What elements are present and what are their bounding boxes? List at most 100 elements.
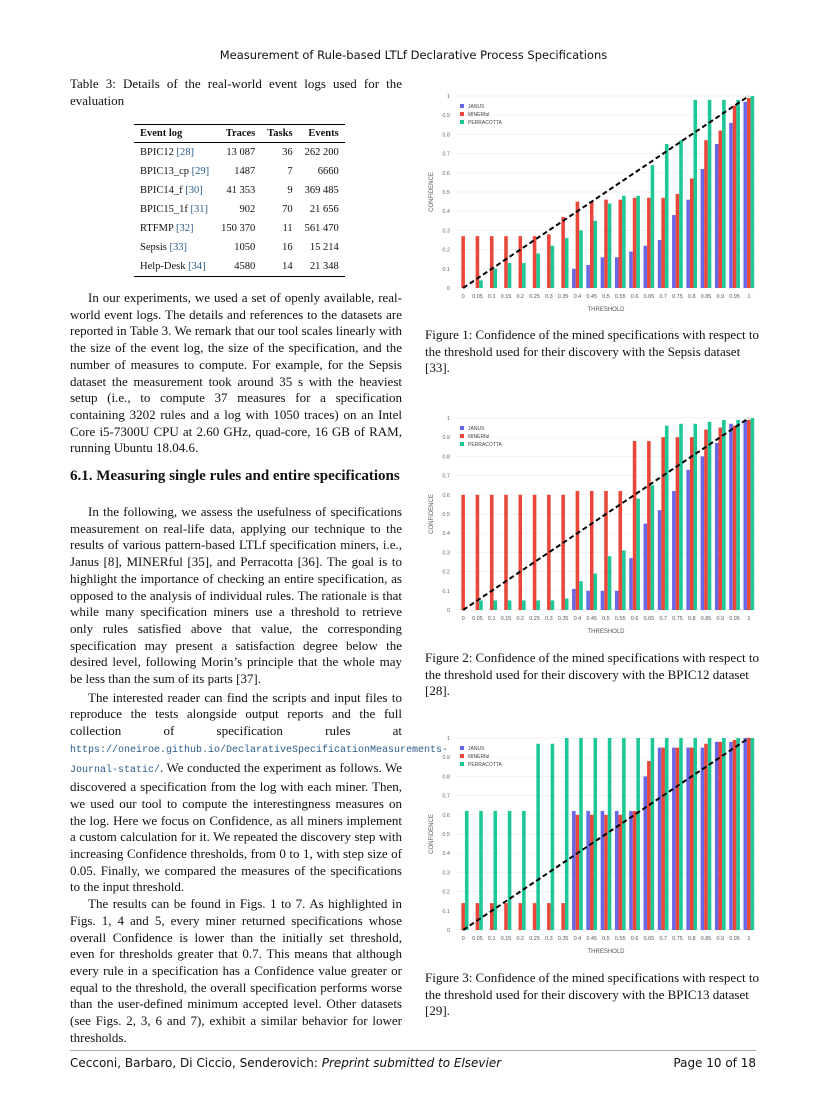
bar-perracotta — [593, 573, 598, 610]
y-tick-label: 0.2 — [442, 248, 450, 254]
table-cell: 13 087 — [226, 147, 256, 158]
bar-minerful — [575, 814, 580, 930]
bar-perracotta — [507, 810, 512, 930]
bar-perracotta — [579, 581, 583, 610]
x-tick-label: 0.45 — [586, 616, 597, 622]
y-tick-label: 1 — [447, 416, 450, 422]
bar-perracotta — [536, 743, 540, 930]
bar-perracotta — [679, 423, 683, 610]
section-heading: 6.1. Measuring single rules and entire s… — [70, 468, 400, 484]
x-tick-label: 0.95 — [729, 616, 740, 622]
table-header-cell: Tasks — [261, 124, 299, 143]
chart-svg: 0 0.1 0.2 0.3 0.4 0.5 0.6 0.7 0.8 0.9 1 0 0.05 0.1 0.1… — [429, 416, 756, 635]
y-tick-label: 0.7 — [442, 474, 450, 480]
bar-minerful — [561, 903, 565, 930]
paragraph-experiment-setup: The interested reader can find the scrip… — [70, 690, 448, 896]
bar-janus — [614, 590, 619, 610]
y-tick-label: 0.2 — [442, 570, 450, 576]
repository-link[interactable]: https://oneiroe.github.io/DeclarativeSpe… — [70, 744, 449, 776]
bar-perracotta — [622, 550, 626, 610]
bar-janus — [729, 741, 733, 930]
bar-janus — [743, 419, 748, 610]
bar-janus — [629, 810, 633, 930]
figure-3-chart: 0 0.1 0.2 0.3 0.4 0.5 0.6 0.7 0.8 0.9 1 0 0.05 0.1 0.1… — [424, 730, 760, 962]
bar-minerful — [732, 425, 737, 610]
bar-perracotta — [679, 738, 683, 930]
x-tick-label: 0.9 — [716, 936, 724, 942]
bar-janus — [686, 747, 690, 930]
x-tick-label: 1 — [747, 294, 750, 300]
bar-perracotta — [550, 600, 555, 610]
paragraph-experiments: In our experiments, we used a set of ope… — [70, 290, 402, 456]
bar-janus — [586, 590, 590, 610]
bar-minerful — [589, 201, 594, 288]
bar-minerful — [632, 441, 637, 610]
x-tick-label: 0.45 — [586, 294, 597, 300]
bar-minerful — [475, 903, 480, 930]
bar-minerful — [618, 490, 623, 610]
bar-perracotta — [664, 425, 669, 610]
bar-janus — [743, 738, 748, 930]
table-cell: 6660 — [317, 166, 339, 177]
bar-perracotta — [736, 738, 740, 930]
bar-janus — [714, 741, 719, 930]
figure-1-chart: 0 0.1 0.2 0.3 0.4 0.5 0.6 0.7 0.8 0.9 1 0 0.05 0.1 0.1… — [424, 88, 760, 320]
x-tick-label: 1 — [747, 936, 750, 942]
x-tick-label: 0.8 — [688, 294, 696, 300]
table-cell: 21 656 — [309, 204, 339, 215]
footer-authors: Cecconi, Barbaro, Di Ciccio, Senderovich… — [70, 1056, 318, 1070]
y-tick-label: 0.4 — [442, 209, 450, 215]
bar-janus — [686, 469, 690, 610]
bar-perracotta — [750, 738, 755, 930]
table-row: BPIC15_1f [31] 902 70 21 656 — [134, 200, 345, 219]
chart-svg: 0 0.1 0.2 0.3 0.4 0.5 0.6 0.7 0.8 0.9 1 0 0.05 0.1 0.1… — [429, 94, 756, 313]
bar-perracotta — [536, 600, 540, 610]
x-tick-label: 0.6 — [631, 936, 639, 942]
bar-minerful — [632, 197, 637, 288]
x-tick-label: 0.4 — [574, 936, 582, 942]
bar-perracotta — [507, 600, 512, 610]
x-tick-label: 0.8 — [688, 936, 696, 942]
threshold-reference-line — [462, 417, 750, 611]
bar-minerful — [575, 201, 580, 288]
table-row: BPIC14_f [30] 41 353 9 369 485 — [134, 181, 345, 200]
bar-perracotta — [693, 99, 698, 288]
y-tick-label: 0.8 — [442, 454, 450, 460]
bar-janus — [643, 523, 648, 610]
x-tick-label: 0.5 — [602, 616, 610, 622]
table-caption: Table 3: Details of the real-world event… — [70, 76, 402, 108]
y-tick-label: 0.6 — [442, 171, 450, 177]
bar-janus — [572, 810, 576, 930]
table-cell: 1050 — [234, 242, 256, 253]
legend-label: PERRACOTTA — [468, 120, 502, 126]
bar-perracotta — [736, 419, 740, 610]
figure-2-caption: Figure 2: Confidence of the mined specif… — [425, 650, 759, 698]
bar-minerful — [675, 437, 680, 610]
bar-janus — [643, 245, 648, 288]
event-log-table: Event log Traces Tasks Events BPIC12 [28] 13… — [134, 124, 345, 277]
table-row: BPIC13_cp [29] 1487 7 6660 — [134, 162, 345, 181]
bar-janus — [729, 122, 733, 288]
table-cell: BPIC15_1f [31] — [140, 204, 208, 215]
page-footer: Cecconi, Barbaro, Di Ciccio, Senderovich… — [70, 1050, 756, 1070]
bar-perracotta — [736, 99, 740, 288]
bar-minerful — [518, 236, 523, 288]
x-tick-label: 0.55 — [615, 616, 626, 622]
bar-perracotta — [579, 738, 583, 930]
x-tick-label: 0.85 — [701, 936, 712, 942]
x-tick-label: 0.1 — [488, 294, 496, 300]
y-tick-label: 0.1 — [442, 589, 450, 595]
bar-perracotta — [722, 99, 726, 288]
y-tick-label: 0.7 — [442, 152, 450, 158]
x-tick-label: 0.9 — [716, 294, 724, 300]
bar-minerful — [747, 419, 751, 610]
legend-label: MINERful — [468, 754, 489, 760]
table-cell: 561 470 — [304, 223, 339, 234]
bar-perracotta — [693, 738, 698, 930]
bar-minerful — [618, 814, 623, 930]
bar-janus — [586, 810, 590, 930]
x-tick-label: 0.45 — [586, 936, 597, 942]
bar-minerful — [489, 903, 494, 930]
table-cell: 16 — [282, 242, 293, 253]
table-cell: 41 353 — [226, 185, 256, 196]
